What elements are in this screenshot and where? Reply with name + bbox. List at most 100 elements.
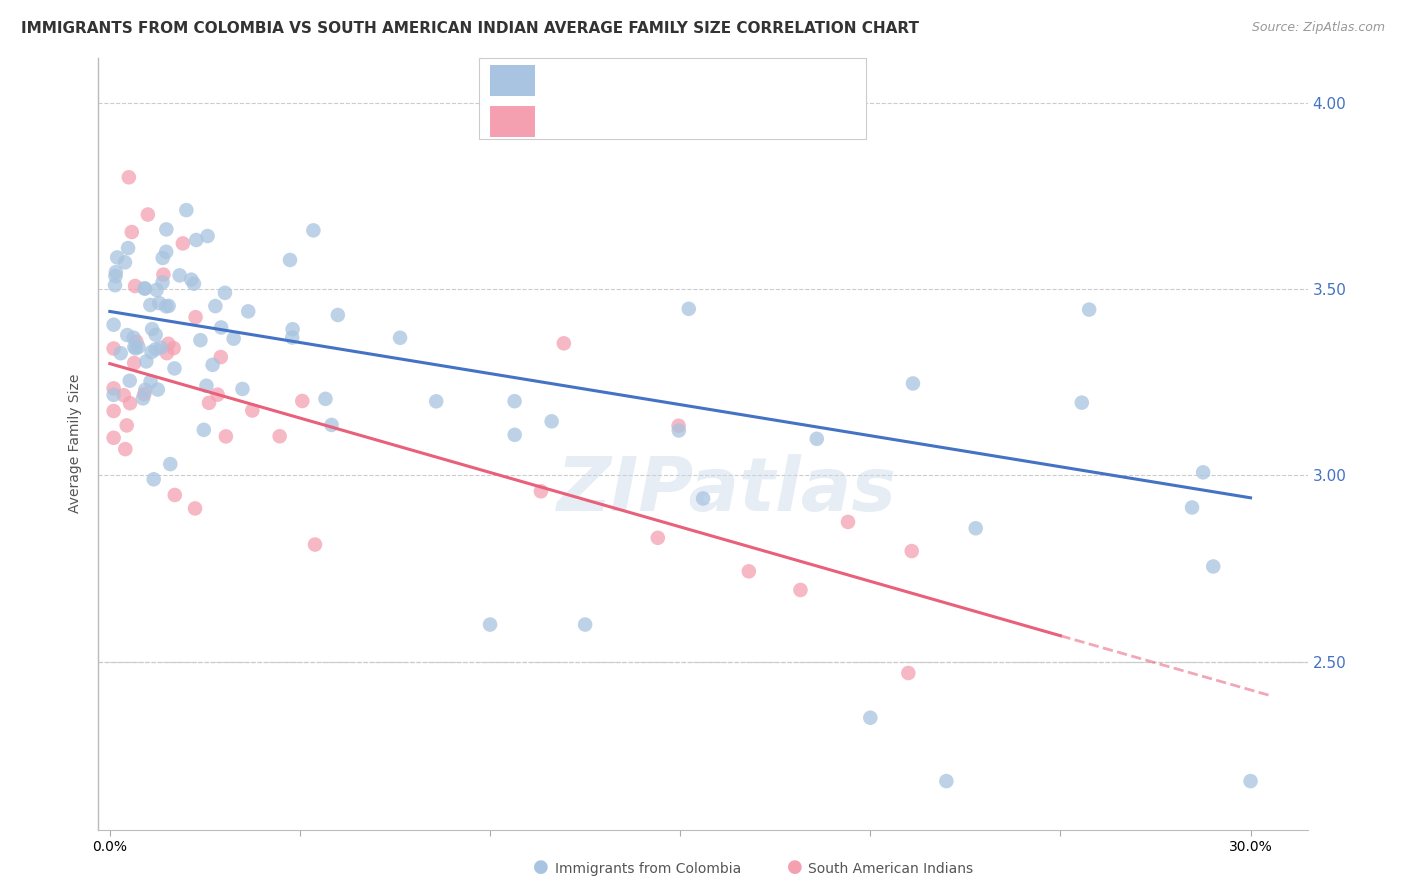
Point (110, 346, 132, 360)
Point (553, 336, 575, 351)
Point (789, 582, 811, 597)
Point (114, 255, 136, 269)
Point (193, 423, 215, 437)
Point (124, 279, 146, 293)
Point (104, 278, 127, 293)
Point (326, 308, 349, 322)
Point (668, 424, 690, 438)
Point (1239, 774, 1261, 789)
Text: -0.419: -0.419 (595, 73, 648, 88)
Point (1192, 466, 1215, 480)
Point (105, 251, 128, 265)
Point (176, 203, 198, 218)
Point (103, 381, 125, 395)
Point (159, 457, 181, 471)
Point (135, 354, 157, 368)
Point (738, 565, 761, 579)
Point (291, 394, 314, 409)
Point (209, 350, 232, 364)
Point (278, 252, 301, 267)
Text: South American Indians: South American Indians (808, 862, 973, 876)
Point (104, 265, 127, 279)
Point (163, 361, 186, 376)
Point (321, 417, 343, 432)
Point (145, 343, 167, 357)
Point (238, 304, 260, 318)
Point (163, 341, 186, 355)
Point (1070, 395, 1092, 409)
Point (540, 414, 562, 428)
Point (269, 429, 291, 443)
Point (965, 521, 987, 535)
Point (155, 299, 177, 313)
Text: Source: ZipAtlas.com: Source: ZipAtlas.com (1251, 21, 1385, 34)
Point (152, 276, 174, 290)
Point (530, 484, 553, 499)
Point (155, 222, 177, 236)
Point (201, 358, 224, 372)
Point (112, 388, 135, 402)
Point (117, 241, 139, 255)
Point (209, 320, 232, 334)
Point (190, 333, 212, 347)
Point (150, 341, 173, 355)
Point (1202, 559, 1225, 574)
Point (146, 383, 169, 397)
Point (118, 396, 141, 410)
Point (152, 268, 174, 282)
Point (184, 310, 207, 325)
Point (139, 298, 162, 312)
Point (184, 501, 207, 516)
Point (157, 336, 180, 351)
Point (186, 233, 208, 247)
Point (114, 442, 136, 456)
Text: IMMIGRANTS FROM COLOMBIA VS SOUTH AMERICAN INDIAN AVERAGE FAMILY SIZE CORRELATIO: IMMIGRANTS FROM COLOMBIA VS SOUTH AMERIC… (21, 21, 920, 36)
Point (197, 229, 219, 244)
Point (134, 387, 156, 401)
Point (122, 331, 145, 345)
Point (503, 394, 526, 409)
Point (134, 281, 156, 295)
Point (124, 342, 146, 356)
Point (118, 374, 141, 388)
Point (1078, 302, 1101, 317)
Point (668, 418, 690, 433)
Point (103, 404, 125, 418)
Point (304, 537, 326, 551)
Point (122, 356, 145, 370)
Point (198, 396, 221, 410)
Point (132, 392, 155, 406)
Point (121, 225, 143, 239)
Point (127, 340, 149, 354)
Point (678, 301, 700, 316)
Point (152, 251, 174, 265)
Point (134, 383, 156, 397)
Point (145, 327, 167, 342)
Point (136, 208, 159, 222)
Point (134, 281, 156, 295)
Point (231, 382, 253, 396)
Point (204, 299, 226, 313)
Point (240, 403, 263, 417)
Point (314, 392, 336, 406)
Point (207, 387, 229, 401)
Text: 40: 40 (742, 113, 763, 128)
Text: R =: R = (546, 73, 576, 88)
Text: ZIPatlas: ZIPatlas (557, 453, 897, 526)
Point (806, 432, 828, 446)
Point (574, 617, 596, 632)
Text: N =: N = (689, 113, 720, 128)
Point (859, 711, 882, 725)
Point (125, 334, 148, 349)
Point (163, 488, 186, 502)
Point (103, 318, 125, 332)
Point (141, 345, 163, 359)
Point (281, 330, 304, 344)
Text: -0.352: -0.352 (595, 113, 648, 128)
Text: ●: ● (533, 858, 550, 876)
Point (935, 774, 957, 789)
Point (647, 531, 669, 545)
Point (180, 272, 202, 286)
Point (103, 431, 125, 445)
Point (901, 376, 924, 391)
